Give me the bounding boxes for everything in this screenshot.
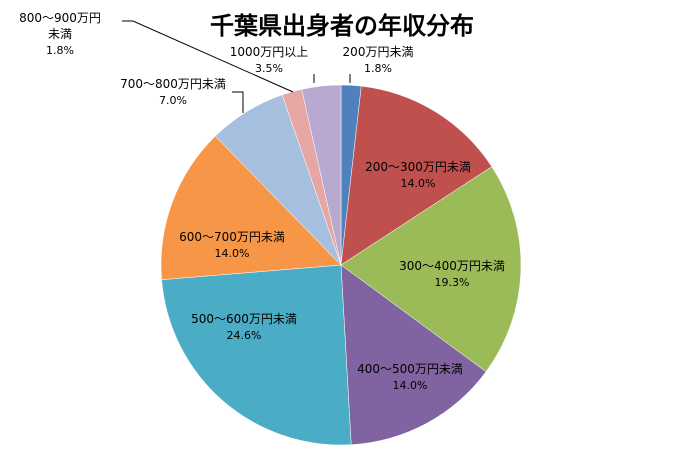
leader-line-6 xyxy=(232,91,244,113)
slice-label-2: 300～400万円未満 xyxy=(399,259,505,273)
chart-title: 千葉県出身者の年収分布 xyxy=(210,12,474,40)
slice-label-0: 200万円未満 xyxy=(343,45,414,59)
leader-line-7 xyxy=(122,20,294,93)
slice-label-5: 600～700万円未満 xyxy=(179,230,285,244)
slice-label-4: 500～600万円未満 xyxy=(191,312,297,326)
slice-label-3: 400～500万円未満 xyxy=(357,362,463,376)
pie-slices xyxy=(160,84,522,446)
slice-value-label-8: 3.5% xyxy=(255,62,283,75)
pie-slice-2 xyxy=(340,166,522,373)
slice-value-label-3: 14.0% xyxy=(393,379,428,392)
slice-label-1: 200～300万円未満 xyxy=(365,160,471,174)
slice-value-label-0: 1.8% xyxy=(364,62,392,75)
pie-slice-5 xyxy=(160,135,342,280)
slice-label-7-line-0: 800～900万円 xyxy=(19,11,101,25)
slice-labels: 200万円未満 1.8% 200～300万円未満 14.0% 300～400万円未満 19… xyxy=(19,11,505,392)
pie-slice-1 xyxy=(340,85,493,266)
pie-slice-8 xyxy=(301,84,342,266)
pie-slice-4 xyxy=(161,264,352,446)
slice-value-label-1: 14.0% xyxy=(401,177,436,190)
slice-value-label-5: 14.0% xyxy=(215,247,250,260)
pie-slice-3 xyxy=(340,264,487,445)
slice-value-label-6: 7.0% xyxy=(159,94,187,107)
slice-label-8: 1000万円以上 xyxy=(230,45,309,59)
slice-label-7-line-1: 未満 xyxy=(48,27,72,41)
slice-value-label-7: 1.8% xyxy=(46,44,74,57)
leader-lines xyxy=(122,20,351,113)
slice-value-label-4: 24.6% xyxy=(227,329,262,342)
slice-label-6: 700～800万円未満 xyxy=(120,77,226,91)
slice-value-label-2: 19.3% xyxy=(435,276,470,289)
